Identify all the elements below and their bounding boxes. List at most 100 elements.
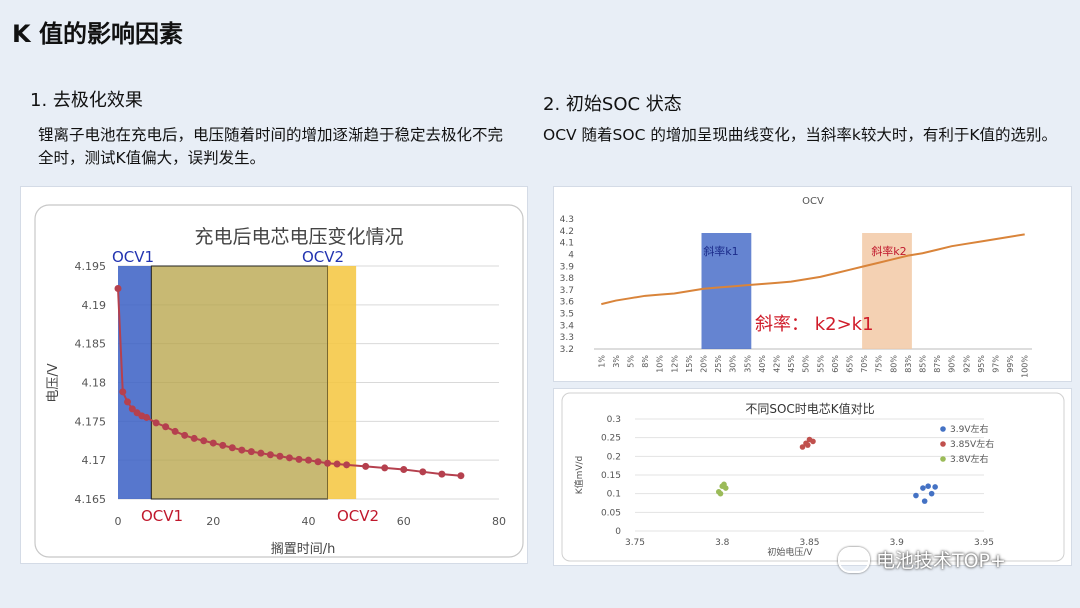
x-tick-label: 3.9 [890, 538, 905, 548]
y-tick-label: 4.17 [82, 454, 107, 467]
x-tick-label: 92% [962, 355, 971, 373]
scatter-point [810, 438, 816, 445]
legend-marker [940, 426, 946, 432]
x-tick-label: 95% [977, 355, 986, 373]
x-axis-label: 搁置时间/h [271, 542, 336, 557]
y-tick-label: 3.3 [560, 333, 574, 343]
voltage-point [124, 398, 132, 406]
x-tick-label: 3.95 [974, 538, 994, 548]
y-tick-label: 0.25 [601, 434, 621, 444]
x-tick-label: 25% [714, 355, 723, 373]
voltage-point [400, 465, 408, 473]
k-value-chart-card: 不同SOC时电芯K值对比 0 0.05 0.1 0.15 0.2 0.25 0.3 3.75 3.… [553, 388, 1072, 566]
y-tick-label: 3.2 [560, 345, 574, 355]
y-tick-label: 0.2 [607, 452, 621, 462]
watermark-text: 电池技术TOP+ [876, 550, 1006, 572]
section-heading-initial-soc: 2. 初始SOC 状态 [543, 94, 682, 115]
y-axis-label: K值mV/d [573, 456, 585, 495]
x-tick-label: 35% [743, 355, 752, 373]
x-tick-label: 85% [919, 355, 928, 373]
x-tick-label: 99% [1006, 355, 1015, 373]
chart-title: OCV [802, 196, 824, 207]
y-axis-label: 电压/V [46, 363, 61, 402]
x-tick-label: 0 [115, 515, 122, 528]
x-tick-label: 10% [656, 355, 665, 373]
voltage-point [143, 413, 151, 421]
x-tick-label: 3.85 [799, 538, 819, 548]
y-tick-label: 0.15 [601, 471, 621, 481]
slope-label-k2: 斜率k2 [871, 244, 906, 258]
x-tick-label: 55% [816, 355, 825, 373]
slope-region [862, 233, 912, 349]
legend-marker [940, 456, 946, 462]
highlight-region [150, 265, 329, 500]
annotation-ocv1-top: OCV1 [112, 248, 154, 266]
scatter-point [932, 484, 938, 490]
highlight-region [327, 266, 357, 499]
voltage-point [276, 452, 284, 460]
slope-comparison-annotation: 斜率： k2>k1 [755, 314, 874, 335]
x-tick-label: 42% [773, 355, 782, 373]
x-axis-label: 初始电压/V [767, 546, 813, 558]
ocv-series-line [601, 233, 1025, 306]
voltage-point [228, 444, 236, 452]
x-tick-label: 60 [397, 515, 411, 528]
annotation-ocv2-top: OCV2 [302, 248, 344, 266]
x-tick-label: 70% [860, 355, 869, 373]
legend-label: 3.9V左右 [950, 423, 988, 435]
y-tick-label: 4.175 [75, 415, 107, 428]
x-tick-label: 75% [875, 355, 884, 373]
y-tick-label: 0.1 [607, 490, 621, 500]
y-tick-label: 4.19 [82, 299, 107, 312]
y-tick-label: 0 [615, 527, 621, 537]
chart-title: 不同SOC时电芯K值对比 [745, 401, 874, 416]
x-tick-label: 50% [802, 355, 811, 373]
x-tick-label: 1% [597, 355, 606, 368]
y-tick-label: 4.1 [560, 239, 574, 249]
voltage-point [381, 464, 389, 472]
ocv-chart: OCV 3.2 3.3 3.43.5 3.6 3.7 3.8 3.9 44.1 4.2 4.3 斜率k… [560, 196, 1032, 378]
y-tick-label: 4 [568, 250, 574, 260]
voltage-point [114, 285, 122, 293]
voltage-point [333, 460, 341, 468]
voltage-point [266, 451, 274, 459]
voltage-point [419, 468, 427, 476]
y-tick-label: 3.5 [560, 310, 574, 320]
scatter-point [913, 492, 919, 499]
y-tick-label: 3.9 [560, 262, 575, 272]
x-tick-label: 87% [933, 355, 942, 373]
x-tick-label: 20% [700, 355, 709, 373]
x-tick-label: 30% [729, 355, 738, 373]
x-tick-label: 12% [670, 355, 679, 373]
scatter-point [799, 444, 806, 450]
scatter-point [928, 490, 935, 497]
section-text-depolarization: 锂离子电池在充电后，电压随着时间的增加逐渐趋于稳定去极化不完全时，测试K值偏大，… [38, 126, 504, 167]
voltage-point [200, 437, 208, 445]
x-tick-label: 65% [846, 355, 855, 373]
y-tick-label: 4.18 [82, 377, 107, 390]
voltage-point [247, 448, 255, 456]
x-tick-label: 80% [889, 355, 898, 373]
voltage-point [295, 455, 303, 463]
voltage-point [171, 427, 179, 435]
legend-marker [940, 441, 946, 447]
y-tick-label: 0.3 [607, 415, 621, 425]
x-tick-label: 80 [492, 515, 506, 528]
voltage-point [209, 439, 217, 447]
annotation-ocv1-bottom: OCV1 [141, 507, 183, 525]
annotation-ocv2-bottom: OCV2 [337, 507, 379, 525]
y-tick-label: 3.4 [560, 321, 575, 331]
y-tick-label: 0.05 [601, 508, 621, 518]
voltage-point [238, 446, 246, 454]
voltage-point [128, 405, 136, 413]
wechat-icon [838, 546, 870, 573]
voltage-point [119, 388, 127, 396]
x-tick-label: 15% [685, 355, 694, 373]
voltage-point [324, 459, 332, 467]
voltage-point [362, 462, 370, 470]
chart-title: 充电后电芯电压变化情况 [194, 226, 403, 248]
ocv-chart-card: OCV 3.2 3.3 3.4 3.5 3.6 3.7 3.8 3.9 4 4.1 4.2 4.3 斜率k… [553, 186, 1072, 382]
voltage-point [285, 454, 293, 462]
x-tick-label: 45% [787, 355, 796, 373]
x-tick-label: 83% [904, 355, 913, 373]
